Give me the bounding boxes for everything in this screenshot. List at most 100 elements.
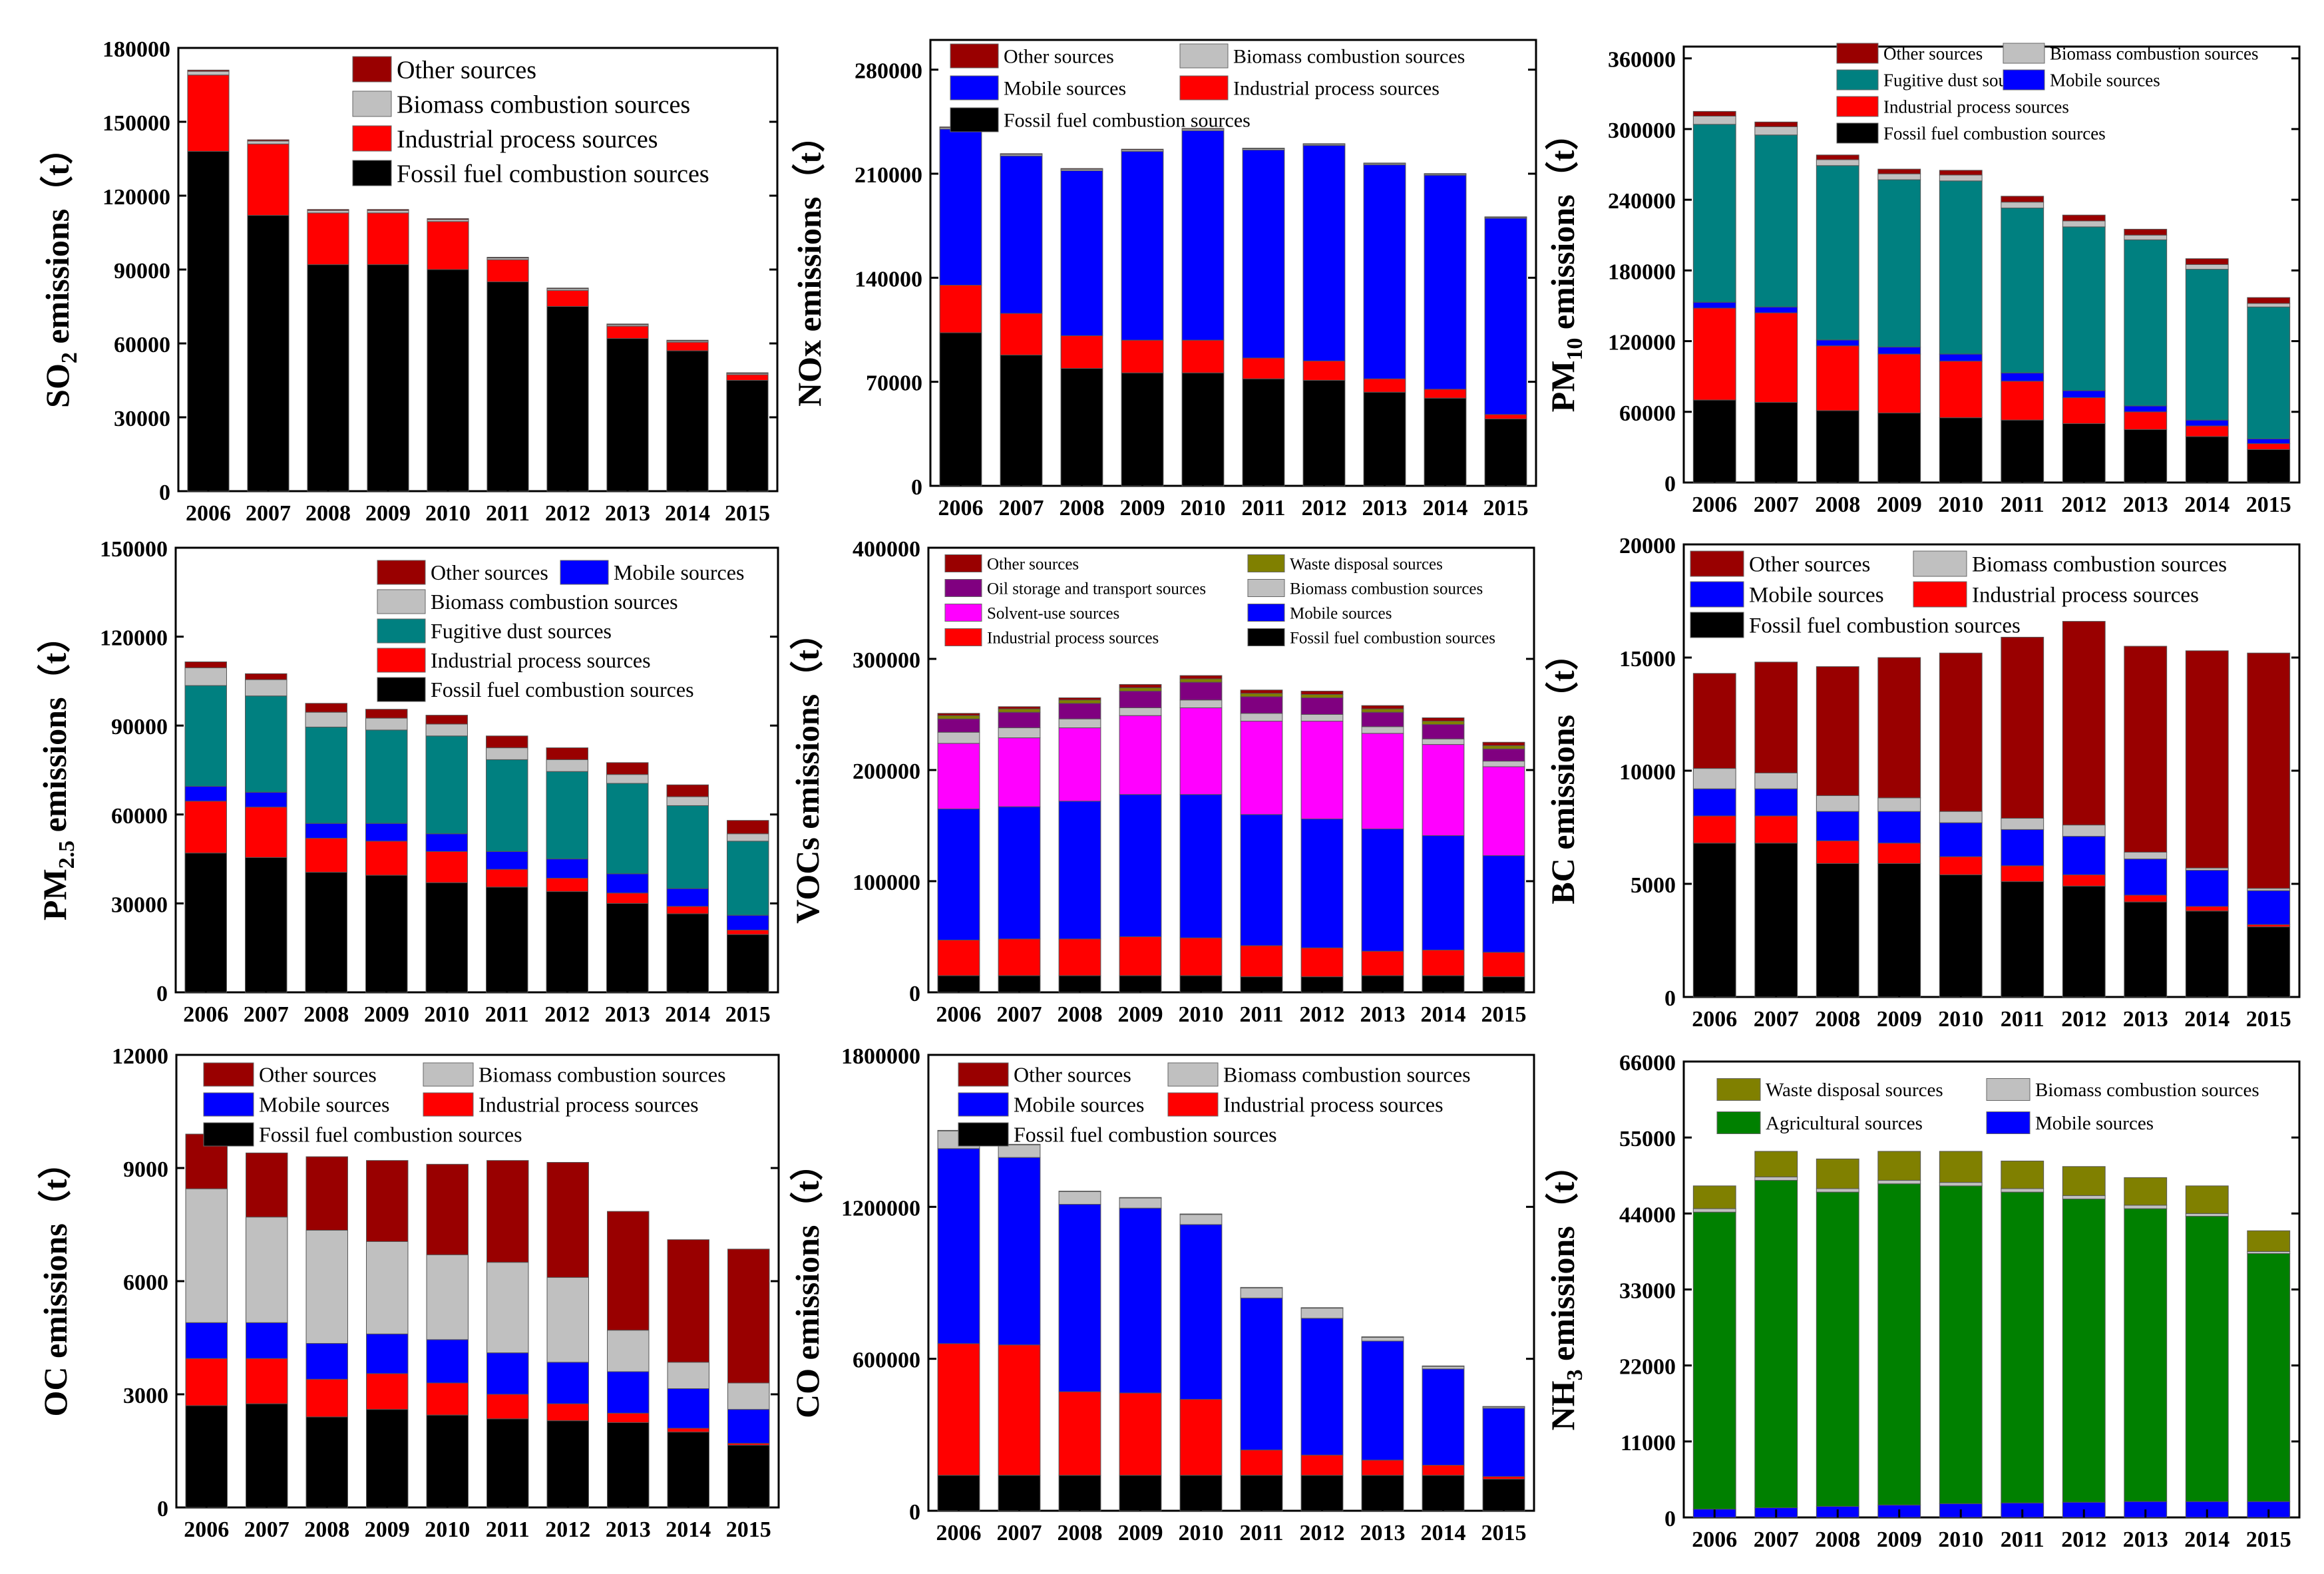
bar-fossil-2013: [607, 1422, 650, 1508]
bar-waste-2012: [1300, 693, 1344, 698]
y-tick-label: 300000: [1608, 118, 1676, 143]
x-tick-label: 2014: [665, 501, 710, 526]
legend-label-industrial: Industrial process sources: [431, 648, 651, 672]
bar-biomass-2006: [185, 1188, 228, 1323]
bar-waste-2010: [1179, 678, 1223, 683]
legend-swatch-agricultural: [1716, 1111, 1761, 1134]
bar-biomass-2007: [998, 727, 1041, 739]
x-tick-label: 2012: [1300, 1521, 1345, 1545]
bar-other-2014: [666, 339, 709, 341]
legend-swatch-fossil: [958, 1122, 1009, 1147]
bar-other-2015: [1482, 1406, 1525, 1408]
bar-mobile-2010: [1939, 822, 1983, 857]
y-tick-label: 6000: [123, 1271, 168, 1295]
bar-biomass-2006: [1692, 768, 1736, 789]
bar-fossil-2010: [425, 882, 468, 993]
bar-fossil-2008: [305, 872, 347, 993]
legend-swatch-biomass: [1913, 550, 1967, 577]
legend-label-other: Other sources: [1883, 43, 1983, 63]
bar-fossil-2013: [1363, 391, 1406, 487]
bar-other-2013: [606, 323, 649, 325]
bar-industrial-2006: [185, 1358, 228, 1406]
bar-solvent-2015: [1482, 766, 1525, 857]
bar-mobile-2007: [245, 791, 288, 808]
x-tick-label: 2015: [1483, 496, 1529, 520]
bar-biomass-2009: [1119, 707, 1162, 716]
x-tick-label: 2011: [2001, 492, 2044, 517]
bar-mobile-2007: [246, 1322, 288, 1359]
legend-swatch-fossil: [1690, 612, 1744, 638]
bar-biomass-2012: [546, 1277, 589, 1363]
bar-industrial-2012: [2062, 397, 2106, 424]
legend-swatch-fossil: [1247, 628, 1285, 646]
y-axis-label-main: SO: [39, 363, 76, 408]
bar-industrial-2010: [1179, 1399, 1223, 1476]
bar-other-2009: [1877, 168, 1921, 174]
x-tick-label: 2013: [2123, 1527, 2168, 1552]
bar-other-2008: [305, 703, 347, 713]
x-tick-label: 2011: [2001, 1007, 2044, 1032]
y-axis-label-sub: 2: [57, 352, 82, 363]
bar-industrial-2007: [245, 807, 288, 858]
bar-agricultural-2006: [1692, 1211, 1736, 1510]
bar-other-2009: [366, 1160, 409, 1242]
legend: Other sources Biomass combustion sources M…: [203, 1062, 726, 1147]
bar-fossil-2008: [307, 264, 349, 492]
bar-biomass-2010: [425, 723, 468, 737]
bar-other-2013: [2124, 646, 2168, 853]
bar-other-2009: [1119, 1197, 1162, 1199]
bar-industrial-2015: [1482, 952, 1525, 978]
bar-fossil-2014: [1424, 397, 1467, 487]
bar-fugitive-2012: [2062, 226, 2106, 391]
legend-swatch-biomass: [1247, 579, 1285, 597]
bar-fossil-2012: [2062, 885, 2106, 998]
bar-mobile-2014: [2185, 870, 2229, 907]
bar-fossil-2014: [667, 1432, 709, 1508]
bar-waste-2009: [1877, 1151, 1921, 1181]
legend-swatch-industrial: [1179, 75, 1229, 100]
bar-mobile-2013: [2124, 859, 2168, 896]
bar-biomass-2012: [1300, 714, 1344, 722]
bar-industrial-2006: [1692, 307, 1736, 401]
y-axis-label-rest: emissions（t）: [1544, 117, 1581, 338]
bar-biomass-2008: [1058, 718, 1101, 729]
bar-industrial-2013: [1361, 1460, 1404, 1476]
legend-label-biomass: Biomass combustion sources: [2050, 43, 2258, 63]
bar-mobile-2015: [1482, 855, 1525, 953]
bar-other-2014: [666, 784, 709, 797]
y-tick-label: 360000: [1608, 48, 1676, 73]
bar-mobile-2013: [1361, 829, 1404, 952]
bar-biomass-2008: [305, 711, 347, 727]
bar-fossil-2009: [1877, 413, 1921, 483]
y-tick-label: 0: [157, 1497, 168, 1521]
bar-industrial-2008: [1060, 335, 1103, 369]
bar-fossil-2011: [486, 282, 529, 492]
bar-mobile-2008: [1816, 339, 1859, 347]
bar-fugitive-2010: [425, 735, 468, 835]
bar-fossil-2008: [1060, 368, 1103, 487]
y-tick-label: 22000: [1619, 1355, 1676, 1380]
bar-industrial-2012: [546, 290, 589, 307]
x-tick-label: 2009: [1877, 1007, 1922, 1032]
bar-industrial-2006: [184, 801, 227, 854]
bar-industrial-2008: [1816, 345, 1859, 411]
bar-biomass-2011: [2001, 202, 2044, 209]
bar-mobile-2014: [667, 1388, 709, 1429]
bar-other-2010: [1179, 675, 1223, 680]
y-axis-label: PM10 emissions（t）: [1544, 117, 1587, 413]
legend-label-fossil: Fossil fuel combustion sources: [1014, 1123, 1277, 1147]
y-tick-label: 60000: [114, 333, 170, 357]
bar-biomass-2011: [1240, 1287, 1283, 1298]
bar-mobile-2008: [305, 1343, 348, 1380]
x-tick-label: 2012: [545, 501, 590, 526]
bar-biomass-2009: [1119, 1197, 1162, 1209]
x-tick-label: 2007: [1754, 1007, 1799, 1032]
x-tick-label: 2010: [1179, 1002, 1224, 1027]
legend-label-industrial: Industrial process sources: [479, 1093, 699, 1117]
bar-fossil-2008: [1816, 410, 1859, 483]
legend-label-biomass: Biomass combustion sources: [2035, 1080, 2259, 1101]
bar-industrial-2015: [727, 929, 769, 935]
bar-industrial-2010: [1939, 856, 1983, 875]
bar-fossil-2011: [2001, 881, 2044, 998]
y-axis-label-main: OC emissions（t）: [37, 1146, 74, 1417]
